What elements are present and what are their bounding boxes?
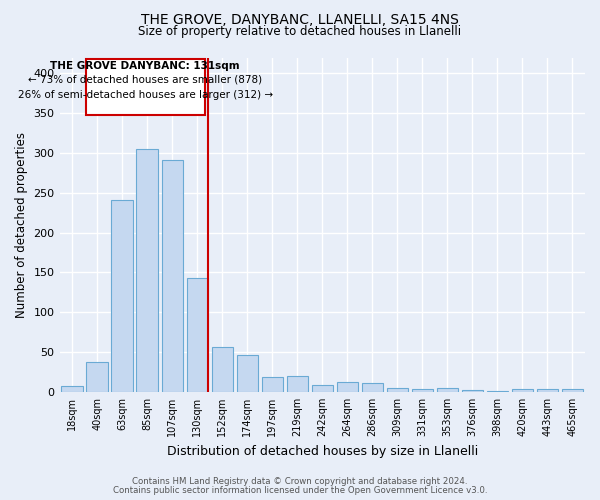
- Text: Size of property relative to detached houses in Llanelli: Size of property relative to detached ho…: [139, 25, 461, 38]
- Bar: [462, 390, 483, 392]
- Bar: [311, 385, 333, 392]
- Bar: [387, 388, 408, 392]
- Bar: [112, 200, 133, 392]
- Bar: [61, 386, 83, 392]
- Bar: [437, 388, 458, 392]
- Text: THE GROVE DANYBANC: 131sqm: THE GROVE DANYBANC: 131sqm: [50, 60, 240, 70]
- Bar: [262, 377, 283, 392]
- Bar: [337, 382, 358, 392]
- Text: 26% of semi-detached houses are larger (312) →: 26% of semi-detached houses are larger (…: [17, 90, 273, 101]
- Bar: [161, 160, 183, 392]
- Bar: [187, 278, 208, 392]
- Bar: [412, 388, 433, 392]
- Text: ← 73% of detached houses are smaller (878): ← 73% of detached houses are smaller (87…: [28, 74, 262, 85]
- Bar: [562, 388, 583, 392]
- Bar: [487, 391, 508, 392]
- Bar: [236, 356, 258, 392]
- Y-axis label: Number of detached properties: Number of detached properties: [15, 132, 28, 318]
- Bar: [287, 376, 308, 392]
- Bar: [212, 348, 233, 392]
- Text: THE GROVE, DANYBANC, LLANELLI, SA15 4NS: THE GROVE, DANYBANC, LLANELLI, SA15 4NS: [141, 12, 459, 26]
- Bar: [362, 383, 383, 392]
- Bar: [537, 388, 558, 392]
- Bar: [512, 388, 533, 392]
- X-axis label: Distribution of detached houses by size in Llanelli: Distribution of detached houses by size …: [167, 444, 478, 458]
- Text: Contains HM Land Registry data © Crown copyright and database right 2024.: Contains HM Land Registry data © Crown c…: [132, 477, 468, 486]
- FancyBboxPatch shape: [86, 59, 205, 115]
- Text: Contains public sector information licensed under the Open Government Licence v3: Contains public sector information licen…: [113, 486, 487, 495]
- Bar: [86, 362, 108, 392]
- Bar: [136, 149, 158, 392]
